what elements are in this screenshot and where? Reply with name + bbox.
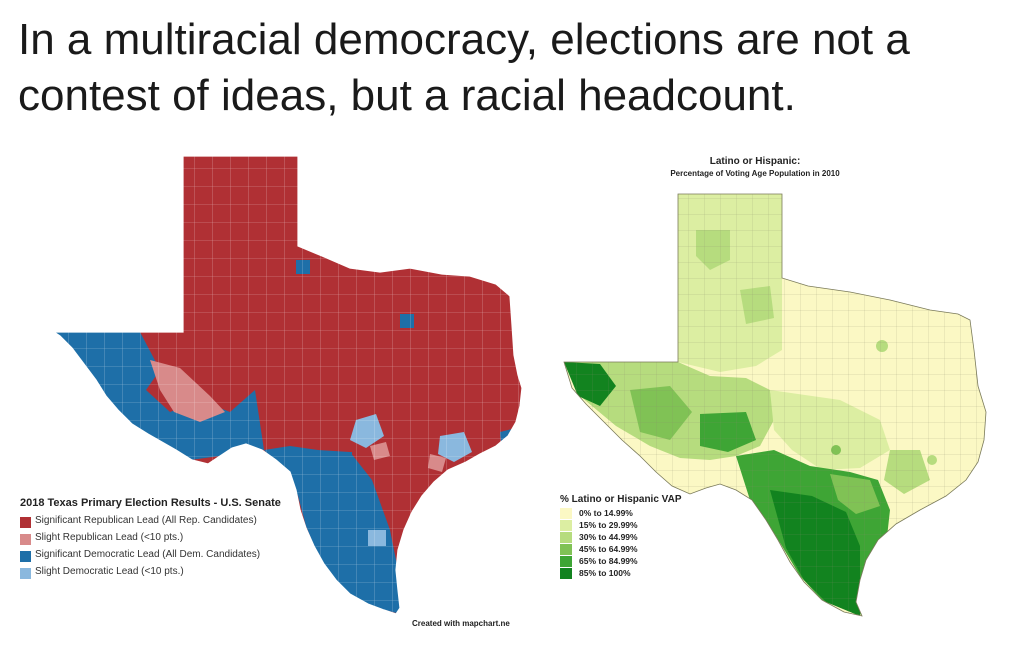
legend-label: Slight Democratic Lead (<10 pts.) xyxy=(35,566,184,577)
latino-population-map xyxy=(563,193,987,617)
legend-label: 45% to 64.99% xyxy=(579,544,638,554)
latino-map-subtitle: Percentage of Voting Age Population in 2… xyxy=(670,169,840,178)
legend-label: 30% to 44.99% xyxy=(579,532,638,542)
latino-legend-item: 85% to 100% xyxy=(560,567,682,579)
legend-swatch xyxy=(560,555,572,567)
legend-label: 85% to 100% xyxy=(579,568,631,578)
legend-swatch xyxy=(20,534,31,545)
latino-map-title-block: Latino or Hispanic: Percentage of Voting… xyxy=(660,156,850,180)
legend-item-slight-democratic: Slight Democratic Lead (<10 pts.) xyxy=(20,567,290,579)
headline: In a multiracial democracy, elections ar… xyxy=(18,15,910,120)
legend-item-slight-republican: Slight Republican Lead (<10 pts.) xyxy=(20,533,290,545)
legend-swatch xyxy=(560,519,572,531)
latino-legend-item: 30% to 44.99% xyxy=(560,531,682,543)
latino-map-title: Latino or Hispanic: xyxy=(709,156,801,167)
legend-swatch xyxy=(20,517,31,528)
election-legend-title: 2018 Texas Primary Election Results - U.… xyxy=(20,497,281,509)
election-results-map xyxy=(53,155,523,615)
latino-legend: % Latino or Hispanic VAP 0% to 14.99% 15… xyxy=(560,494,682,579)
legend-label: 0% to 14.99% xyxy=(579,508,633,518)
legend-swatch xyxy=(560,567,572,579)
legend-item-significant-democratic: Significant Democratic Lead (All Dem. Ca… xyxy=(20,550,290,562)
legend-label: Slight Republican Lead (<10 pts.) xyxy=(35,532,184,543)
legend-swatch xyxy=(20,568,31,579)
latino-legend-title: % Latino or Hispanic VAP xyxy=(560,494,682,505)
legend-swatch xyxy=(560,543,572,555)
legend-item-significant-republican: Significant Republican Lead (All Rep. Ca… xyxy=(20,516,290,528)
latino-legend-item: 65% to 84.99% xyxy=(560,555,682,567)
legend-label: 15% to 29.99% xyxy=(579,520,638,530)
map-credit: Created with mapchart.ne xyxy=(412,619,510,628)
latino-legend-item: 0% to 14.99% xyxy=(560,507,682,519)
legend-swatch xyxy=(560,507,572,519)
legend-swatch xyxy=(560,531,572,543)
legend-label: 65% to 84.99% xyxy=(579,556,638,566)
latino-legend-item: 15% to 29.99% xyxy=(560,519,682,531)
latino-legend-item: 45% to 64.99% xyxy=(560,543,682,555)
legend-swatch xyxy=(20,551,31,562)
legend-label: Significant Democratic Lead (All Dem. Ca… xyxy=(35,549,261,560)
election-legend: 2018 Texas Primary Election Results - U.… xyxy=(20,498,290,584)
legend-label: Significant Republican Lead (All Rep. Ca… xyxy=(35,515,257,526)
